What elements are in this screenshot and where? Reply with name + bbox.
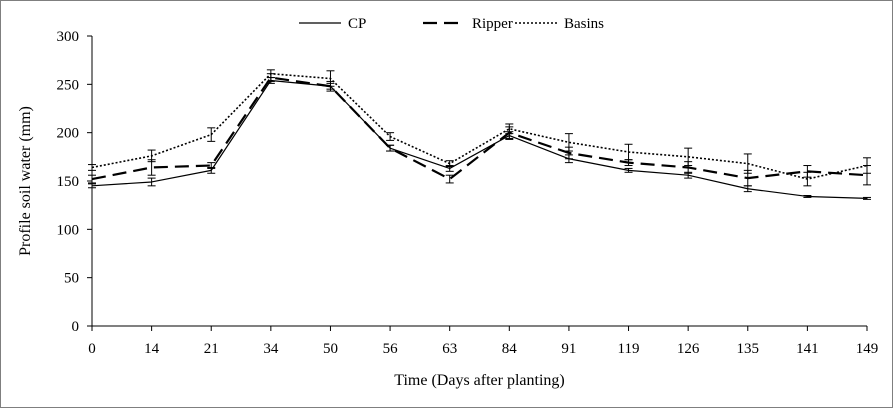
x-tick-label: 14 — [144, 341, 160, 357]
x-tick-label: 63 — [442, 341, 457, 357]
x-tick-label: 119 — [618, 341, 640, 357]
series-line-cp — [91, 79, 868, 199]
y-tick-label: 50 — [64, 271, 79, 287]
y-tick-label: 200 — [57, 126, 80, 142]
y-tick-label: 100 — [57, 222, 80, 238]
y-tick-label: 0 — [72, 319, 80, 335]
x-tick-label: 135 — [737, 341, 760, 357]
x-tick-label: 126 — [677, 341, 700, 357]
x-tick-label: 50 — [323, 341, 338, 357]
x-tick-label: 91 — [561, 341, 576, 357]
legend-label-cp: CP — [348, 16, 366, 32]
x-tick-label: 84 — [502, 341, 518, 357]
y-tick-label: 300 — [57, 29, 80, 45]
y-tick-label: 250 — [57, 77, 80, 93]
x-tick-label: 0 — [88, 341, 96, 357]
y-tick-label: 150 — [57, 174, 80, 190]
x-tick-label: 149 — [856, 341, 879, 357]
y-axis-title: Profile soil water (mm) — [17, 106, 34, 256]
x-axis-title: Time (Days after planting) — [394, 372, 564, 389]
legend-label-basins: Basins — [564, 16, 604, 32]
x-tick-label: 56 — [383, 341, 399, 357]
series-line-ripper — [91, 76, 868, 181]
x-tick-label: 34 — [263, 341, 279, 357]
x-tick-label: 141 — [796, 341, 819, 357]
x-tick-label: 21 — [204, 341, 219, 357]
legend-label-ripper: Ripper — [472, 16, 513, 32]
series-line-basins — [91, 72, 868, 180]
